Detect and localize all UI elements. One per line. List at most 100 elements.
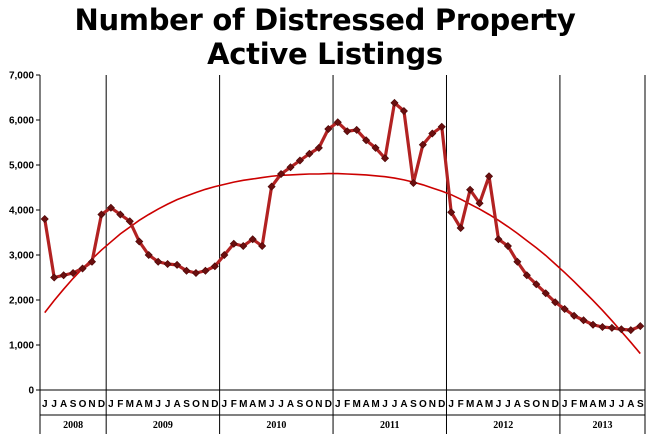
month-tick-label: D (552, 399, 559, 410)
month-tick-label: F (571, 399, 577, 410)
month-tick-label: S (70, 399, 77, 410)
year-label: 2010 (266, 420, 286, 431)
data-point-marker (352, 125, 361, 134)
month-tick-label: D (211, 399, 218, 410)
month-tick-label: S (297, 399, 304, 410)
data-point-marker (191, 268, 201, 278)
month-tick-label: F (458, 399, 464, 410)
data-point-marker (135, 237, 144, 246)
data-point-marker (522, 271, 531, 280)
month-tick-label: A (627, 399, 634, 410)
month-tick-label: S (524, 399, 531, 410)
month-tick-label: A (589, 399, 596, 410)
month-tick-label: J (222, 399, 228, 410)
year-label: 2008 (63, 420, 83, 431)
month-tick-label: F (117, 399, 123, 410)
month-tick-label: F (231, 399, 237, 410)
chart-title-line-1: Number of Distressed Property (74, 3, 576, 37)
month-tick-label: J (155, 399, 161, 410)
month-tick-label: M (598, 399, 606, 410)
data-point-marker (371, 143, 380, 152)
y-tick-label: 0 (28, 386, 34, 397)
data-point-marker (154, 257, 163, 266)
listings-series-line (43, 101, 641, 332)
data-point-marker (362, 136, 371, 145)
data-point-marker (456, 223, 465, 233)
data-point-marker (617, 325, 626, 334)
month-tick-label: J (496, 399, 502, 410)
data-point-marker (447, 208, 456, 217)
y-tick-label: 1,000 (9, 341, 34, 352)
month-tick-label: N (429, 399, 436, 410)
data-point-marker (390, 98, 399, 107)
month-tick-label: D (438, 399, 445, 410)
year-label: 2011 (380, 420, 399, 431)
data-point-marker (229, 239, 238, 248)
data-point-marker (541, 289, 550, 298)
month-tick-label: A (60, 399, 67, 410)
month-tick-label: M (371, 399, 379, 410)
month-tick-label: A (249, 399, 256, 410)
month-tick-label: J (382, 399, 388, 410)
data-point-marker (503, 241, 512, 251)
data-point-marker (513, 257, 522, 266)
month-tick-label: M (239, 399, 247, 410)
month-tick-label: O (192, 399, 200, 410)
month-tick-label: M (579, 399, 587, 410)
data-point-marker (267, 182, 276, 191)
data-point-marker (286, 163, 295, 172)
data-point-marker (484, 172, 494, 181)
data-point-marker (466, 185, 475, 194)
month-tick-label: J (562, 399, 568, 410)
y-tick-label: 5,000 (9, 161, 34, 172)
y-tick-label: 6,000 (9, 116, 34, 127)
trendline (44, 172, 641, 355)
data-point-marker (163, 259, 172, 269)
month-tick-label: O (419, 399, 427, 410)
data-point-marker (418, 140, 427, 149)
month-tick-label: A (476, 399, 483, 410)
y-tick-label: 4,000 (9, 206, 34, 217)
data-point-marker (59, 271, 68, 280)
month-tick-label: M (126, 399, 134, 410)
month-tick-label: J (278, 399, 284, 410)
year-label: 2012 (493, 420, 513, 431)
month-tick-label: J (335, 399, 341, 410)
data-point-marker (87, 257, 97, 266)
data-point-marker (607, 323, 616, 332)
data-point-marker (182, 266, 191, 275)
month-tick-label: J (108, 399, 114, 410)
data-point-marker (50, 273, 59, 282)
month-tick-label: J (505, 399, 511, 410)
month-tick-label: N (202, 399, 209, 410)
data-point-marker (588, 320, 598, 329)
month-tick-label: S (183, 399, 190, 410)
data-point-marker (428, 129, 437, 138)
month-tick-label: N (315, 399, 322, 410)
data-point-marker (201, 266, 210, 275)
month-tick-label: J (619, 399, 625, 410)
data-point-marker (381, 154, 390, 163)
data-point-marker (125, 217, 134, 226)
data-point-marker (626, 326, 635, 335)
data-point-marker (116, 210, 125, 219)
month-tick-label: N (542, 399, 549, 410)
data-point-marker (258, 241, 267, 251)
data-point-marker (106, 203, 115, 212)
data-point-marker (295, 156, 304, 165)
data-point-marker (551, 298, 560, 307)
data-point-marker (560, 304, 569, 314)
month-tick-label: F (344, 399, 350, 410)
data-point-marker (570, 311, 579, 320)
month-tick-label: A (173, 399, 180, 410)
month-tick-label: S (410, 399, 417, 410)
month-tick-label: J (42, 399, 48, 410)
month-tick-label: S (637, 399, 644, 410)
year-label: 2013 (592, 420, 612, 431)
data-point-marker (475, 199, 484, 208)
data-point-marker (324, 124, 333, 134)
month-tick-label: M (353, 399, 361, 410)
data-point-marker (333, 118, 342, 127)
chart-title-line-2: Active Listings (207, 37, 443, 71)
